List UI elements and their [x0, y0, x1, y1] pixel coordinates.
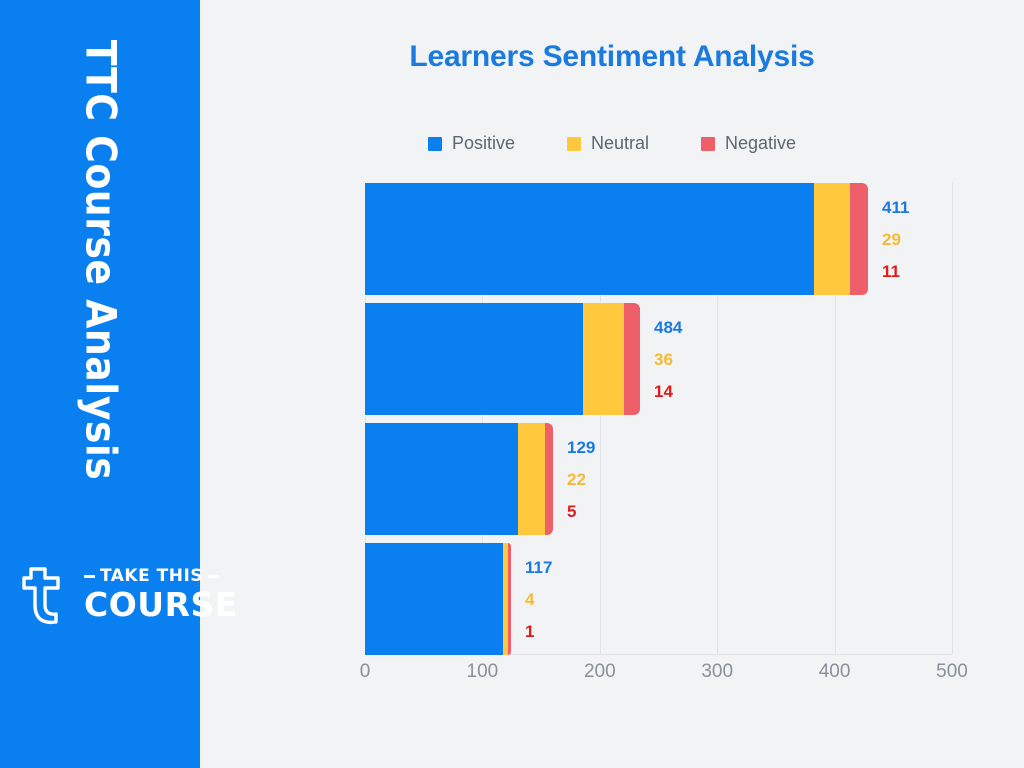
value-label-positive: 411 [882, 197, 910, 217]
bar-segment-neutral[interactable] [503, 543, 508, 655]
value-label-positive: 129 [567, 437, 596, 457]
value-label-positive: 117 [525, 557, 553, 577]
bar-segment-negative[interactable] [508, 543, 511, 655]
value-label-negative: 11 [882, 261, 900, 281]
sidebar-title: TTC Course Analysis [76, 39, 125, 481]
x-tick-label-300: 300 [701, 661, 734, 682]
x-tick-label-100: 100 [466, 661, 499, 682]
bar-row[interactable] [365, 423, 553, 535]
plot-area: 411 29 11 484 36 14 129 22 5 117 4 1 0 100 200 300 400 5… [360, 183, 968, 682]
bar-row[interactable] [365, 183, 868, 295]
logo-dash-right [208, 574, 220, 578]
legend-swatch-negative [701, 136, 715, 151]
bar-row[interactable] [365, 303, 640, 415]
bar-segment-positive[interactable] [365, 423, 518, 535]
sidebar-title-container: TTC Course Analysis [0, 0, 200, 520]
t-logo-icon [18, 565, 74, 625]
value-label-neutral: 29 [882, 229, 901, 249]
gridline-100 [482, 183, 484, 655]
logo-text-course: COURSE [84, 584, 238, 624]
gridline-500 [952, 183, 953, 655]
legend-item-neutral[interactable]: Neutral [566, 133, 649, 154]
gridline-300 [717, 183, 719, 655]
legend-swatch-neutral [566, 136, 581, 151]
gridline-0 [365, 183, 366, 655]
legend-label-negative: Negative [725, 133, 797, 153]
bar-value-labels: 484 36 14 [640, 303, 682, 415]
bar-row[interactable] [365, 543, 511, 655]
legend-item-negative[interactable]: Negative [701, 133, 796, 154]
value-label-negative: 14 [654, 381, 673, 401]
logo-text-take-this: TAKE THIS [100, 565, 204, 586]
value-label-neutral: 22 [567, 469, 586, 489]
bar-value-labels: 129 22 5 [553, 423, 595, 535]
chart-legend: Positive Neutral Negative [200, 133, 1024, 154]
logo-line-take-this: TAKE THIS [84, 565, 238, 586]
value-label-neutral: 36 [654, 349, 673, 369]
value-label-negative: 1 [525, 621, 535, 641]
x-tick-label-400: 400 [818, 661, 851, 682]
bar-segment-positive[interactable] [365, 183, 814, 295]
take-this-course-logo: TAKE THIS COURSE [18, 556, 237, 634]
bar-segment-positive[interactable] [365, 303, 583, 415]
x-tick-label-0: 0 [359, 661, 371, 682]
bar-segment-neutral[interactable] [583, 303, 624, 415]
bar-segment-negative[interactable] [624, 303, 640, 415]
bar-segment-positive[interactable] [365, 543, 503, 655]
sidebar: TTC Course Analysis TAKE THIS COURSE [0, 0, 237, 768]
gridline-400 [834, 183, 836, 655]
bar-segment-negative[interactable] [545, 423, 553, 535]
value-label-neutral: 4 [525, 589, 535, 609]
x-tick-label-500: 500 [936, 661, 968, 682]
bar-value-labels: 117 4 1 [511, 543, 552, 655]
bar-segment-neutral[interactable] [814, 183, 850, 295]
legend-label-positive: Positive [451, 133, 515, 153]
bar-segment-neutral[interactable] [518, 423, 545, 535]
gridline-200 [599, 183, 601, 655]
logo-wordmark: TAKE THIS COURSE [84, 565, 238, 624]
x-axis-line [365, 654, 952, 655]
legend-swatch-positive [427, 136, 442, 151]
value-label-positive: 484 [654, 317, 683, 337]
value-label-negative: 5 [567, 501, 577, 521]
bar-value-labels: 411 29 11 [868, 183, 909, 295]
chart-title: Learners Sentiment Analysis [409, 40, 815, 73]
legend-item-positive[interactable]: Positive [427, 133, 515, 154]
x-tick-label-200: 200 [583, 661, 616, 682]
bar-segment-negative[interactable] [850, 183, 868, 295]
legend-label-neutral: Neutral [590, 133, 649, 153]
logo-dash-left [84, 574, 95, 578]
